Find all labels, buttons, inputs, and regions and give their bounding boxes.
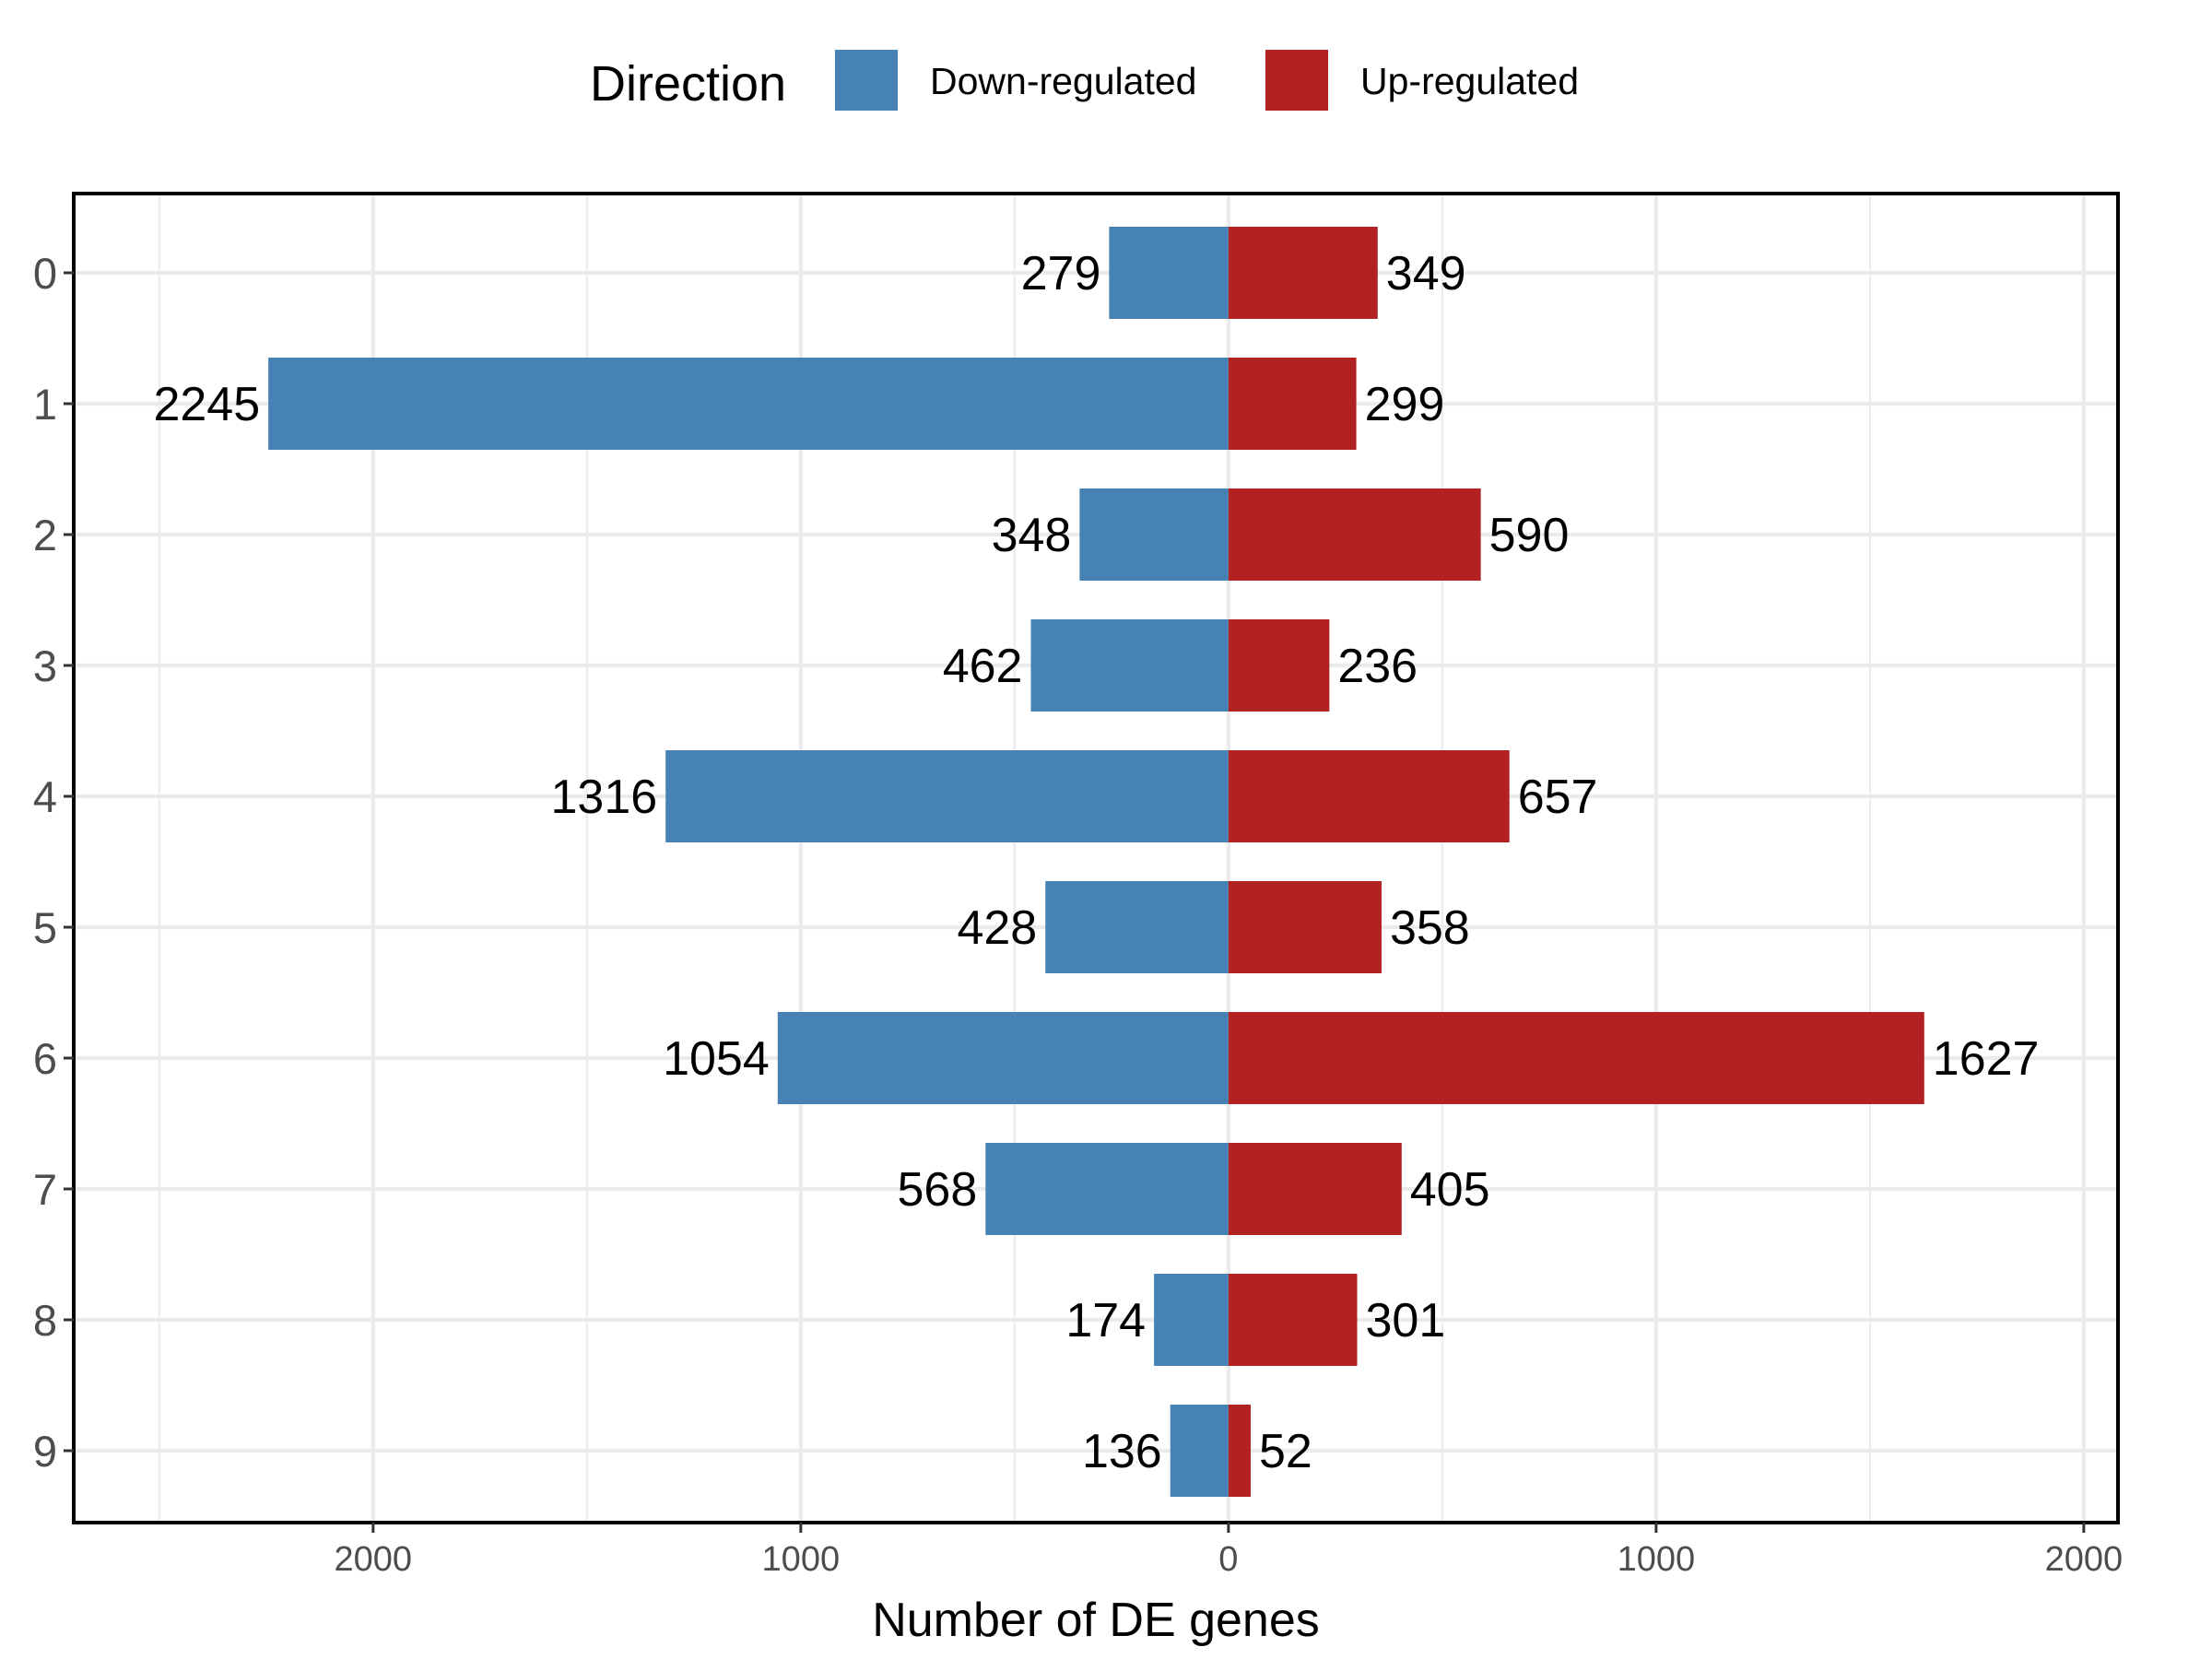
data-label: 301 [1366, 1294, 1446, 1347]
legend-title: Direction [590, 56, 786, 112]
legend-items: Down-regulated Up-regulated [835, 50, 1579, 111]
data-label: 136 [1082, 1425, 1162, 1478]
data-label: 52 [1259, 1425, 1312, 1478]
data-label: 349 [1386, 247, 1466, 300]
data-label: 236 [1337, 640, 1418, 693]
y-tick-label: 0 [33, 249, 57, 298]
x-tick-label: 2000 [335, 1540, 413, 1579]
bar-up-regulated [1228, 358, 1357, 450]
x-axis-title: Number of DE genes [872, 1594, 1320, 1647]
bar-down-regulated [268, 358, 1229, 450]
data-label: 1316 [551, 771, 658, 824]
x-tick-label: 0 [1218, 1540, 1238, 1579]
y-tick-label: 8 [33, 1296, 57, 1345]
y-tick-label: 5 [33, 903, 57, 952]
data-label: 348 [992, 509, 1072, 562]
bar-down-regulated [1045, 881, 1229, 973]
data-label: 462 [943, 640, 1023, 693]
x-axis: 2000 1000 0 1000 2000 [335, 1523, 2124, 1579]
bar-down-regulated [1170, 1405, 1229, 1497]
y-tick-label: 3 [33, 641, 57, 690]
bar-up-regulated [1228, 619, 1330, 712]
bar-down-regulated [1109, 227, 1229, 319]
y-tick-label: 2 [33, 511, 57, 559]
bar-down-regulated [1079, 488, 1229, 581]
bar-down-regulated [665, 750, 1229, 842]
y-tick-label: 4 [33, 772, 57, 821]
y-tick-label: 9 [33, 1427, 57, 1476]
data-label: 299 [1365, 378, 1445, 431]
data-label: 405 [1410, 1163, 1490, 1217]
bar-down-regulated [1154, 1274, 1229, 1366]
bar-up-regulated [1228, 1012, 1924, 1104]
bar-up-regulated [1228, 488, 1481, 581]
legend-label: Down-regulated [930, 60, 1196, 102]
bars [268, 227, 1924, 1497]
bar-up-regulated [1228, 881, 1382, 973]
y-tick-label: 6 [33, 1034, 57, 1083]
panel-border [72, 192, 2120, 1524]
data-labels: 279 2245 348 462 1316 428 1054 568 174 136 349 299 5… [153, 247, 2039, 1478]
y-axis: 0 1 2 3 4 5 6 7 8 9 [33, 249, 74, 1476]
y-tick-label: 7 [33, 1165, 57, 1214]
data-label: 428 [957, 901, 1037, 955]
data-label: 358 [1390, 901, 1470, 955]
bar-down-regulated [1030, 619, 1229, 712]
bar-up-regulated [1228, 1274, 1358, 1366]
bar-up-regulated [1228, 1143, 1402, 1235]
x-tick-label: 1000 [1618, 1540, 1696, 1579]
legend-key [1265, 50, 1328, 111]
bar-down-regulated [777, 1012, 1229, 1104]
bar-up-regulated [1228, 1405, 1251, 1497]
bar-down-regulated [985, 1143, 1229, 1235]
data-label: 657 [1518, 771, 1598, 824]
data-label: 279 [1021, 247, 1101, 300]
y-tick-label: 1 [33, 380, 57, 429]
x-tick-label: 1000 [762, 1540, 841, 1579]
data-label: 1054 [663, 1032, 770, 1086]
x-tick-label: 2000 [2045, 1540, 2124, 1579]
legend-key [835, 50, 898, 111]
data-label: 174 [1065, 1294, 1146, 1347]
bar-up-regulated [1228, 227, 1378, 319]
data-label: 568 [898, 1163, 978, 1217]
data-label: 590 [1489, 509, 1570, 562]
data-label: 1627 [1933, 1032, 2040, 1086]
data-label: 2245 [153, 378, 260, 431]
bar-up-regulated [1228, 750, 1510, 842]
legend: Direction Down-regulated Up-regulated [590, 50, 1579, 112]
legend-label: Up-regulated [1360, 60, 1579, 102]
